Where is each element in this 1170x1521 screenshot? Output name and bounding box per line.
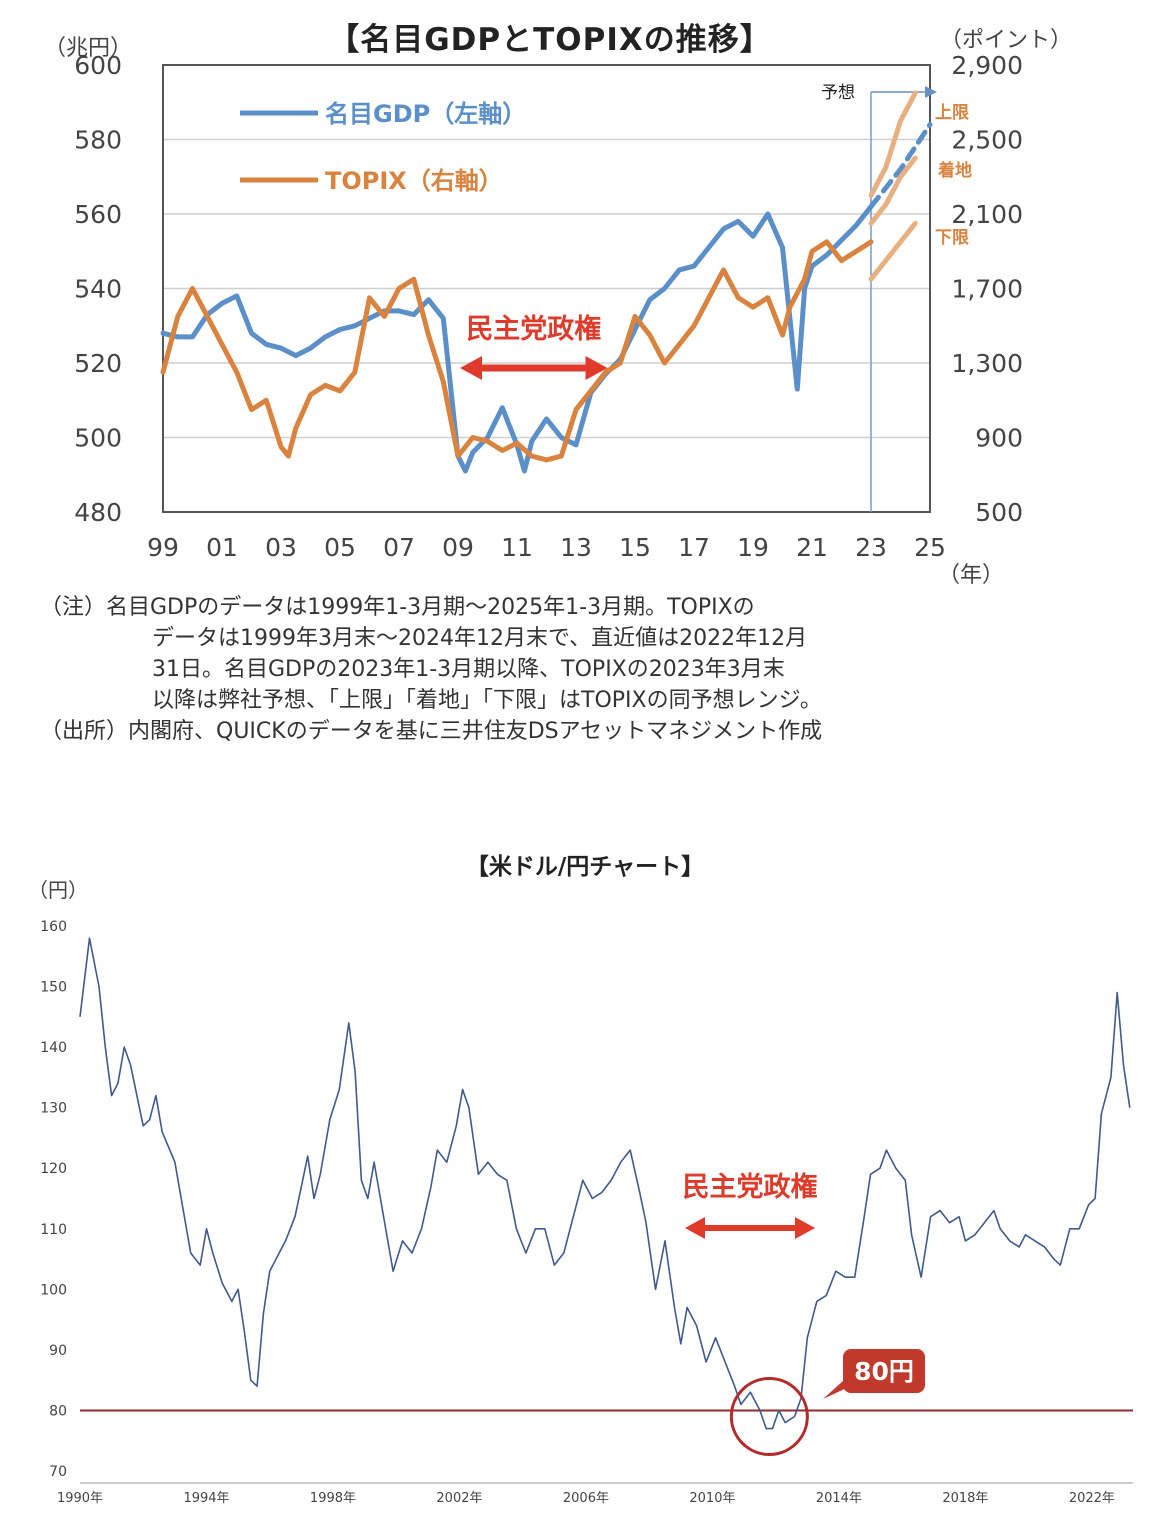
low-highlight-circle — [729, 1377, 809, 1456]
chart1-notes: （注）名目GDPのデータは1999年1-3月期～2025年1-3月期。TOPIX… — [40, 592, 1150, 747]
x-tick-label: 15 — [619, 533, 651, 562]
y-left-tick-label: 540 — [74, 275, 122, 304]
series-line-gdp-forecast — [868, 122, 933, 210]
x-tick-label: 17 — [678, 533, 710, 562]
legend-label-gdp: 名目GDP（左軸） — [325, 100, 526, 128]
x-tick-label: 03 — [265, 533, 297, 562]
forecast-arrow-head — [925, 86, 937, 98]
chart2-y-unit: （円） — [28, 878, 88, 902]
series-line-topix-range — [868, 155, 918, 226]
y-left-tick-label: 480 — [74, 498, 122, 527]
plot-frame — [162, 64, 931, 513]
source-line: （出所）内閣府、QUICKのデータを基に三井住友DSアセットマネジメント作成 — [40, 719, 823, 744]
y-tick-label: 70 — [49, 1464, 67, 1480]
upper-label: 上限 — [935, 103, 969, 123]
x-tick-label: 2014年 — [816, 1491, 862, 1506]
era-label: 民主党政権 — [466, 313, 601, 345]
x-tick-label: 2010年 — [689, 1491, 735, 1506]
x-tick-label: 2018年 — [942, 1491, 988, 1506]
y-left-tick-label: 500 — [74, 424, 122, 453]
y-tick-label: 90 — [49, 1343, 67, 1359]
note-line: （注）名目GDPのデータは1999年1-3月期～2025年1-3月期。TOPIX… — [40, 595, 755, 620]
usdjpy-line — [79, 937, 1131, 1430]
callout-label: 80円 — [854, 1357, 914, 1386]
era-label: 民主党政権 — [683, 1171, 818, 1203]
x-tick-label: 1998年 — [310, 1491, 356, 1506]
chart2-title: 【米ドル/円チャート】 — [465, 854, 705, 880]
series-line-topix-range — [868, 220, 918, 282]
y-tick-label: 80 — [49, 1403, 67, 1419]
y-right-tick-label: 500 — [975, 498, 1023, 527]
y-right-tick-label: 1,300 — [951, 349, 1023, 378]
y-right-tick-label: 2,900 — [951, 51, 1023, 80]
x-tick-label: 25 — [914, 533, 946, 562]
note-line: 31日。名目GDPの2023年1-3月期以降、TOPIXの2023年3月末 — [152, 657, 785, 682]
chart1-left-unit: （兆円） — [44, 36, 133, 61]
x-tick-label: 2022年 — [1069, 1491, 1115, 1506]
x-tick-label: 09 — [442, 533, 474, 562]
x-tick-label: 99 — [147, 533, 179, 562]
series-line-gdp — [160, 204, 874, 474]
x-tick-label: 1990年 — [57, 1491, 103, 1506]
callout-box — [843, 1349, 925, 1393]
note-line: 以降は弊社予想、「上限」「着地」「下限」はTOPIXの同予想レンジ。 — [152, 688, 822, 713]
chart1-right-unit: （ポイント） — [940, 28, 1073, 53]
series-line-topix — [160, 239, 874, 463]
chart1-plot: 600 580 560 540 520 500 480 2,900 2,500 2,100 1,70… — [74, 51, 1023, 562]
lower-label: 下限 — [935, 228, 969, 248]
x-tick-label: 11 — [501, 533, 533, 562]
era-arrow-head-right — [795, 1217, 815, 1239]
x-tick-label: 21 — [796, 533, 828, 562]
x-tick-label: 1994年 — [183, 1491, 229, 1506]
y-tick-label: 130 — [40, 1101, 67, 1117]
y-left-tick-label: 600 — [74, 51, 122, 80]
y-left-tick-label: 560 — [74, 200, 122, 229]
y-tick-label: 120 — [40, 1161, 67, 1177]
y-tick-label: 110 — [40, 1222, 67, 1238]
x-tick-label: 2006年 — [563, 1491, 609, 1506]
y-tick-label: 160 — [40, 919, 67, 935]
legend-label-topix: TOPIX（右軸） — [325, 167, 503, 195]
era-arrow-head-left — [685, 1217, 705, 1239]
chart1-x-unit: （年） — [938, 563, 1005, 588]
era-arrow-head-left — [460, 356, 482, 380]
forecast-label: 予想 — [821, 83, 855, 103]
x-tick-label: 19 — [737, 533, 769, 562]
x-tick-label: 13 — [560, 533, 592, 562]
x-tick-label: 05 — [324, 533, 356, 562]
y-left-tick-label: 580 — [74, 126, 122, 155]
y-tick-label: 150 — [40, 980, 67, 996]
y-right-tick-label: 1,700 — [951, 275, 1023, 304]
y-left-tick-label: 520 — [74, 349, 122, 378]
note-line: データは1999年3月末～2024年12月末で、直近値は2022年12月 — [152, 626, 808, 651]
y-tick-label: 140 — [40, 1040, 67, 1056]
era-arrow-head-right — [585, 356, 608, 380]
x-tick-label: 07 — [383, 533, 415, 562]
y-right-tick-label: 2,100 — [951, 200, 1023, 229]
y-right-tick-label: 900 — [975, 424, 1023, 453]
x-tick-label: 23 — [855, 533, 887, 562]
landing-label: 着地 — [937, 160, 972, 181]
x-tick-label: 2002年 — [436, 1491, 482, 1506]
series-line-topix-range — [868, 90, 918, 198]
x-tick-label: 01 — [206, 533, 238, 562]
y-right-tick-label: 2,500 — [951, 126, 1023, 155]
y-tick-label: 100 — [40, 1282, 67, 1298]
chart1-title: 【名目GDPとTOPIXの推移】 — [328, 22, 772, 58]
